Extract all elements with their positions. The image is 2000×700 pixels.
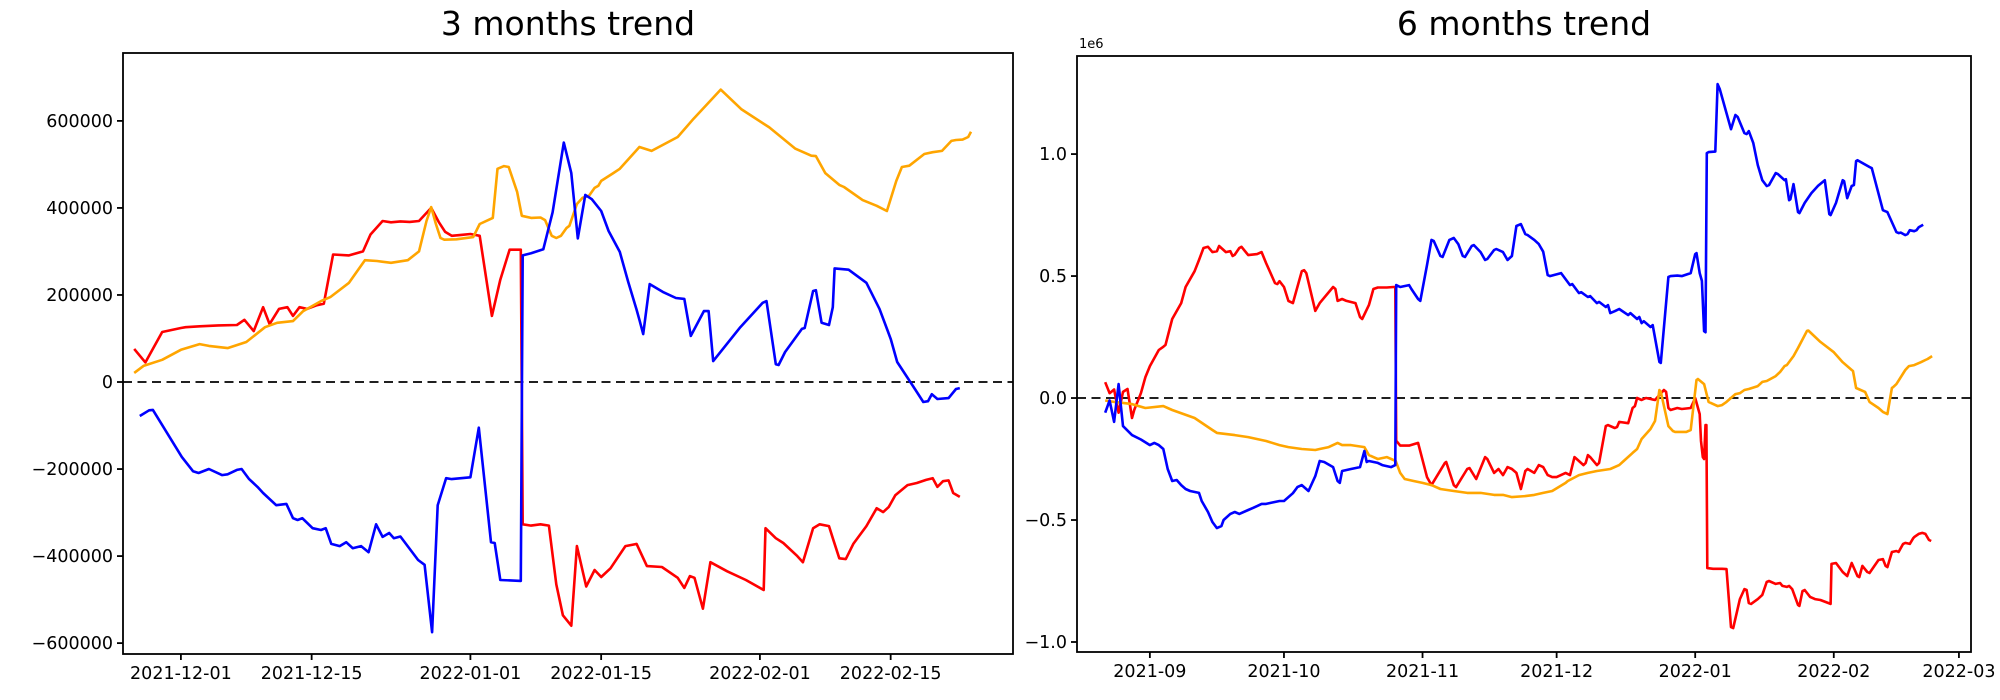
- y-axis-tick-label: −1.0: [1025, 633, 1068, 653]
- y-axis-offset-label: 1e6: [1079, 37, 1104, 52]
- series-red-line: [1103, 244, 1932, 630]
- series-blue-line: [139, 141, 961, 634]
- x-axis-tick-label: 2022-02: [1797, 662, 1870, 682]
- x-axis-tick-label: 2022-01: [1659, 662, 1732, 682]
- chart-2-series: [1103, 82, 1933, 630]
- x-axis-tick-label: 2021-12-01: [130, 664, 232, 684]
- series-orange-line: [1104, 329, 1933, 499]
- chart-1-axes: 2021-12-01 2021-12-15 2022-01-01 2022-01-15…: [32, 52, 1014, 684]
- series-blue-line: [1103, 82, 1924, 530]
- x-axis-tick-label: 2022-03: [1922, 662, 1995, 682]
- y-axis-tick-label: −600000: [32, 634, 113, 654]
- y-axis-tick-label: 0.5: [1039, 267, 1067, 287]
- x-axis-tick-label: 2021-12: [1520, 662, 1593, 682]
- y-axis-tick-label: 0.0: [1039, 389, 1067, 409]
- y-axis-tick-label: 0: [102, 373, 113, 393]
- x-axis-tick-label: 2021-10: [1247, 662, 1320, 682]
- y-axis-tick-label: 600000: [46, 112, 113, 132]
- plot-frame: [1076, 55, 1972, 653]
- x-axis-tick-label: 2022-01-15: [550, 664, 652, 684]
- x-axis-tick-label: 2022-02-01: [709, 664, 811, 684]
- series-orange-line: [133, 88, 973, 374]
- x-axis-tick-label: 2021-11: [1386, 662, 1459, 682]
- chart-title-6-months: 6 months trend: [1396, 4, 1652, 43]
- x-axis-tick-label: 2021-12-15: [261, 664, 363, 684]
- x-axis-tick-label: 2022-01-01: [420, 664, 522, 684]
- chart-title-3-months: 3 months trend: [440, 4, 696, 43]
- x-axis-tick-label: 2021-09: [1113, 662, 1186, 682]
- y-axis-tick-label: 200000: [46, 286, 113, 306]
- y-axis-tick-label: −0.5: [1025, 511, 1068, 531]
- series-red-line: [133, 206, 961, 628]
- y-axis-tick-label: 1.0: [1039, 145, 1067, 165]
- chart-2-axes: 2021-09 2021-10 2021-11 2021-12 2022-01 2022-…: [1025, 37, 1996, 682]
- y-axis-tick-label: −400000: [32, 547, 113, 567]
- chart-1-series: [133, 88, 973, 634]
- y-axis-tick-label: 400000: [46, 199, 113, 219]
- y-axis-tick-label: −200000: [32, 460, 113, 480]
- x-axis-tick-label: 2022-02-15: [840, 664, 942, 684]
- plot-frame: [122, 52, 1014, 655]
